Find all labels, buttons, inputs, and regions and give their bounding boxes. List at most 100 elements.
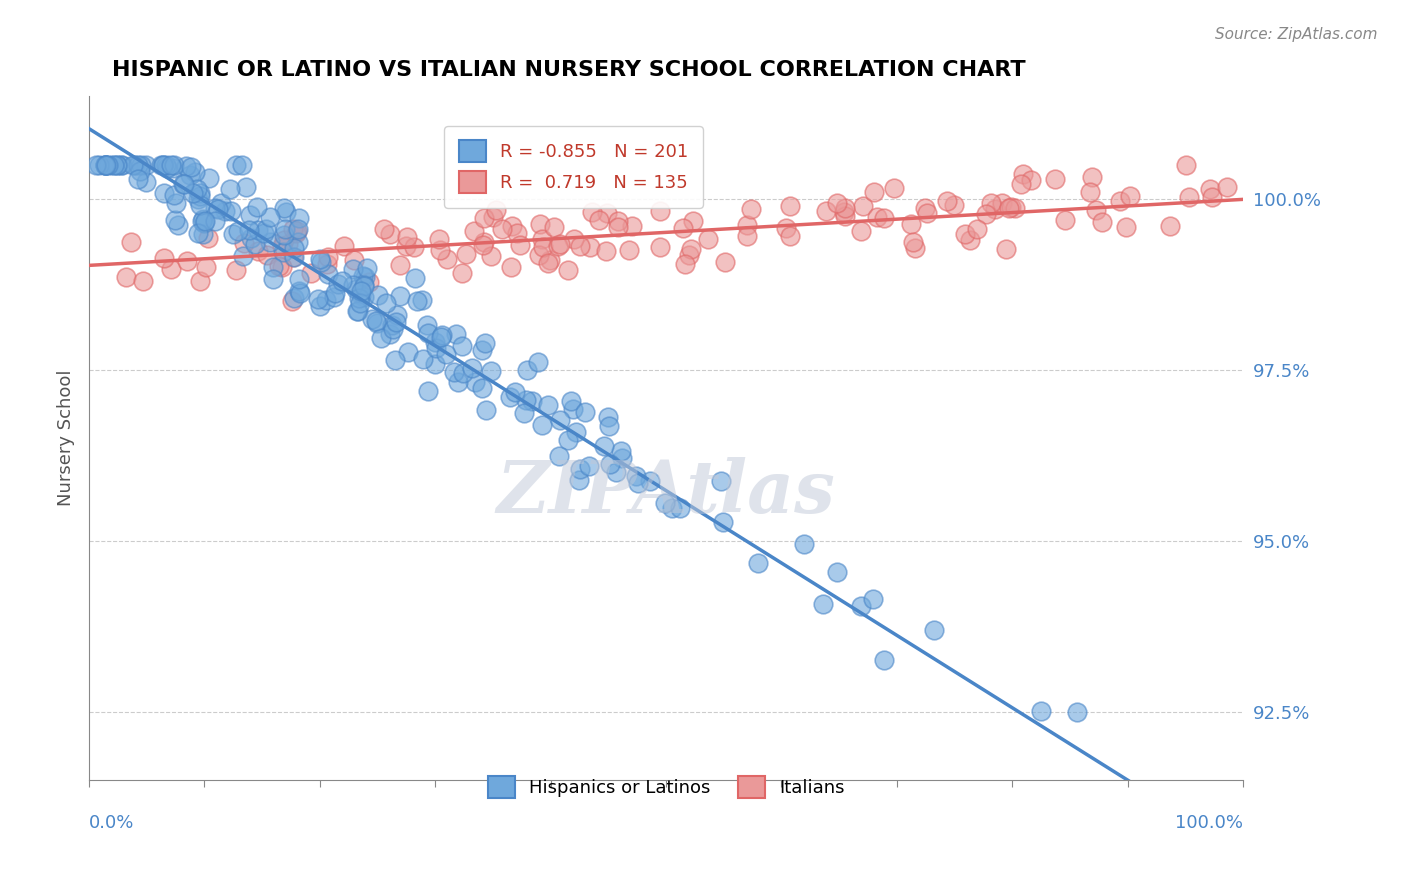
Point	[191, 211, 214, 226]
Point	[105, 158, 128, 172]
Point	[287, 235, 309, 249]
Point	[976, 207, 998, 221]
Point	[506, 226, 529, 240]
Point	[181, 186, 204, 201]
Point	[735, 228, 758, 243]
Point	[353, 278, 375, 293]
Point	[270, 260, 292, 275]
Point	[353, 278, 375, 293]
Point	[402, 240, 425, 254]
Point	[873, 211, 896, 225]
Point	[834, 201, 856, 215]
Point	[87, 158, 110, 172]
Point	[814, 203, 837, 218]
Point	[980, 196, 1002, 211]
Point	[252, 226, 274, 240]
Point	[309, 299, 332, 313]
Point	[352, 268, 374, 283]
Point	[283, 250, 305, 264]
Point	[605, 465, 627, 479]
Point	[193, 216, 215, 230]
Point	[915, 206, 938, 220]
Point	[110, 158, 132, 172]
Point	[283, 241, 305, 255]
Point	[274, 204, 297, 219]
Point	[527, 248, 550, 262]
Point	[793, 537, 815, 551]
Point	[388, 258, 411, 272]
Legend: Hispanics or Latinos, Italians: Hispanics or Latinos, Italians	[472, 761, 859, 812]
Point	[598, 419, 620, 434]
Point	[246, 244, 269, 258]
Point	[638, 475, 661, 489]
Point	[167, 219, 190, 233]
Point	[231, 158, 253, 172]
Point	[607, 219, 630, 234]
Point	[775, 221, 797, 235]
Point	[520, 394, 543, 409]
Point	[232, 236, 254, 251]
Point	[120, 235, 142, 250]
Point	[198, 170, 221, 185]
Point	[471, 381, 494, 395]
Point	[1029, 704, 1052, 718]
Point	[505, 385, 527, 400]
Point	[713, 515, 735, 529]
Point	[349, 296, 371, 310]
Point	[425, 357, 447, 371]
Point	[346, 303, 368, 318]
Point	[122, 158, 145, 172]
Point	[129, 164, 152, 178]
Point	[679, 243, 702, 257]
Point	[661, 500, 683, 515]
Point	[475, 403, 498, 417]
Point	[427, 232, 450, 246]
Point	[673, 257, 696, 271]
Point	[184, 165, 207, 179]
Point	[995, 242, 1018, 256]
Point	[316, 268, 339, 282]
Point	[124, 158, 146, 172]
Point	[179, 168, 201, 182]
Point	[984, 202, 1007, 216]
Point	[323, 286, 346, 301]
Point	[361, 311, 384, 326]
Point	[94, 158, 117, 172]
Point	[1159, 219, 1181, 234]
Point	[353, 290, 375, 304]
Point	[219, 204, 242, 219]
Point	[607, 214, 630, 228]
Point	[579, 240, 602, 254]
Point	[851, 224, 873, 238]
Point	[375, 296, 398, 310]
Point	[740, 202, 762, 216]
Point	[825, 195, 848, 210]
Point	[619, 244, 641, 258]
Point	[165, 196, 187, 211]
Point	[627, 475, 650, 490]
Point	[101, 158, 124, 172]
Point	[367, 288, 389, 302]
Point	[356, 261, 378, 276]
Point	[384, 353, 406, 368]
Point	[735, 218, 758, 232]
Point	[564, 425, 586, 439]
Point	[568, 473, 591, 487]
Point	[914, 201, 936, 215]
Point	[221, 227, 243, 241]
Point	[574, 405, 596, 419]
Point	[114, 270, 136, 285]
Point	[451, 366, 474, 380]
Point	[682, 213, 704, 227]
Point	[273, 227, 295, 242]
Point	[610, 451, 633, 466]
Point	[283, 222, 305, 236]
Point	[499, 260, 522, 274]
Point	[990, 196, 1012, 211]
Point	[209, 196, 232, 211]
Text: ZIPAtlas: ZIPAtlas	[496, 458, 835, 528]
Point	[315, 293, 337, 308]
Point	[501, 219, 523, 233]
Point	[471, 238, 494, 252]
Point	[385, 308, 408, 322]
